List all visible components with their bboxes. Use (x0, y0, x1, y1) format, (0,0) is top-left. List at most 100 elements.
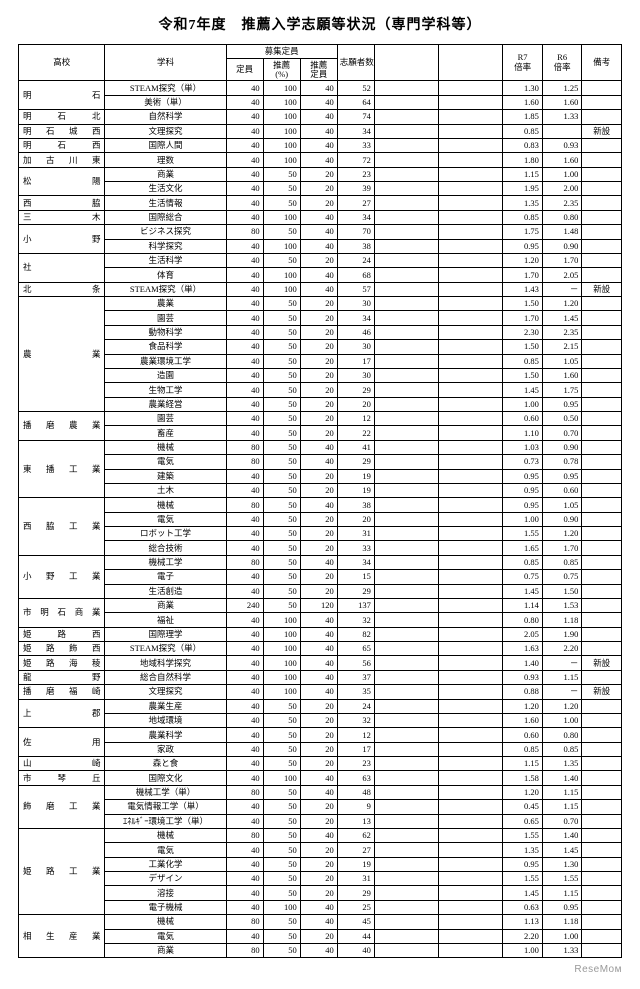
cell-blank1 (374, 613, 438, 627)
cell-capacity: 80 (226, 555, 263, 569)
cell-dept: 造園 (105, 368, 226, 382)
cell-note (582, 383, 622, 397)
cell-applicants: 19 (337, 469, 374, 483)
cell-dept: 地域科学探究 (105, 656, 226, 670)
cell-r7: 0.95 (503, 239, 543, 253)
cell-recpct: 50 (263, 857, 300, 871)
cell-note (582, 182, 622, 196)
cell-blank2 (439, 182, 503, 196)
cell-blank1 (374, 886, 438, 900)
cell-note (582, 110, 622, 124)
cell-r7: 0.83 (503, 138, 543, 152)
cell-recpct: 50 (263, 713, 300, 727)
cell-r6: 1.25 (542, 81, 582, 95)
cell-blank1 (374, 282, 438, 296)
cell-recpct: 100 (263, 239, 300, 253)
cell-applicants: 37 (337, 670, 374, 684)
cell-r7: 1.95 (503, 182, 543, 196)
cell-reccap: 40 (300, 268, 337, 282)
cell-applicants: 70 (337, 225, 374, 239)
cell-blank1 (374, 685, 438, 699)
cell-dept: 農業経営 (105, 397, 226, 411)
cell-r6: 1.15 (542, 670, 582, 684)
th-r7: R7 倍率 (503, 45, 543, 81)
cell-r7: 1.60 (503, 713, 543, 727)
cell-r6: 1.40 (542, 771, 582, 785)
cell-dept: ビジネス探究 (105, 225, 226, 239)
cell-capacity: 40 (226, 239, 263, 253)
cell-blank1 (374, 929, 438, 943)
cell-r7: 0.65 (503, 814, 543, 828)
cell-capacity: 40 (226, 900, 263, 914)
cell-note (582, 728, 622, 742)
table-header: 高校 学科 募集定員 志願者数 R7 倍率 R6 倍率 備考 定員 推薦 (%)… (19, 45, 622, 81)
cell-reccap: 20 (300, 584, 337, 598)
cell-reccap: 20 (300, 713, 337, 727)
cell-applicants: 56 (337, 656, 374, 670)
cell-r6: － (542, 282, 582, 296)
cell-reccap: 40 (300, 282, 337, 296)
cell-reccap: 40 (300, 785, 337, 799)
cell-blank1 (374, 800, 438, 814)
cell-applicants: 17 (337, 354, 374, 368)
cell-r6: 1.40 (542, 828, 582, 842)
cell-dept: 自然科学 (105, 110, 226, 124)
table-row: 園芸405020341.701.45 (19, 311, 622, 325)
cell-recpct: 100 (263, 138, 300, 152)
cell-blank2 (439, 81, 503, 95)
cell-r6: 0.80 (542, 728, 582, 742)
cell-dept: 園芸 (105, 412, 226, 426)
table-row: 溶接405020291.451.15 (19, 886, 622, 900)
cell-applicants: 31 (337, 527, 374, 541)
cell-blank1 (374, 167, 438, 181)
table-row: 播磨福崎文理探究4010040350.88－新設 (19, 685, 622, 699)
cell-recpct: 50 (263, 800, 300, 814)
table-row: 西脇工業機械805040380.951.05 (19, 498, 622, 512)
cell-applicants: 48 (337, 785, 374, 799)
cell-dept: 生活情報 (105, 196, 226, 210)
cell-blank1 (374, 915, 438, 929)
cell-blank1 (374, 771, 438, 785)
cell-applicants: 38 (337, 498, 374, 512)
cell-reccap: 40 (300, 95, 337, 109)
cell-applicants: 19 (337, 857, 374, 871)
cell-r7: 1.63 (503, 642, 543, 656)
cell-applicants: 24 (337, 699, 374, 713)
cell-r7: 0.85 (503, 555, 543, 569)
cell-recpct: 50 (263, 354, 300, 368)
cell-reccap: 40 (300, 225, 337, 239)
cell-r7: 1.15 (503, 757, 543, 771)
table-row: 生活文化405020391.952.00 (19, 182, 622, 196)
table-row: 科学探究4010040380.950.90 (19, 239, 622, 253)
cell-capacity: 40 (226, 81, 263, 95)
cell-blank2 (439, 598, 503, 612)
cell-capacity: 40 (226, 138, 263, 152)
table-row: 相生産業機械805040451.131.18 (19, 915, 622, 929)
cell-recpct: 100 (263, 685, 300, 699)
cell-applicants: 15 (337, 570, 374, 584)
cell-r7: 0.88 (503, 685, 543, 699)
cell-r7: 0.85 (503, 124, 543, 138)
cell-applicants: 34 (337, 124, 374, 138)
cell-blank1 (374, 656, 438, 670)
cell-r7: 1.50 (503, 297, 543, 311)
cell-reccap: 40 (300, 124, 337, 138)
table-row: 佐用農業科学405020120.600.80 (19, 728, 622, 742)
cell-reccap: 20 (300, 368, 337, 382)
th-recruit: 募集定員 (226, 45, 337, 59)
cell-recpct: 50 (263, 225, 300, 239)
cell-reccap: 40 (300, 153, 337, 167)
cell-recpct: 100 (263, 613, 300, 627)
cell-r6: 0.70 (542, 814, 582, 828)
table-row: 電気405020201.000.90 (19, 512, 622, 526)
cell-capacity: 40 (226, 728, 263, 742)
cell-dept: 森と食 (105, 757, 226, 771)
table-row: 美術（単）4010040641.601.60 (19, 95, 622, 109)
cell-r6: 1.15 (542, 886, 582, 900)
cell-r7: 1.65 (503, 541, 543, 555)
cell-school: 市明石商業 (19, 598, 105, 627)
table-row: 山崎森と食405020231.151.35 (19, 757, 622, 771)
cell-reccap: 20 (300, 929, 337, 943)
th-blank1 (374, 45, 438, 81)
cell-blank1 (374, 210, 438, 224)
